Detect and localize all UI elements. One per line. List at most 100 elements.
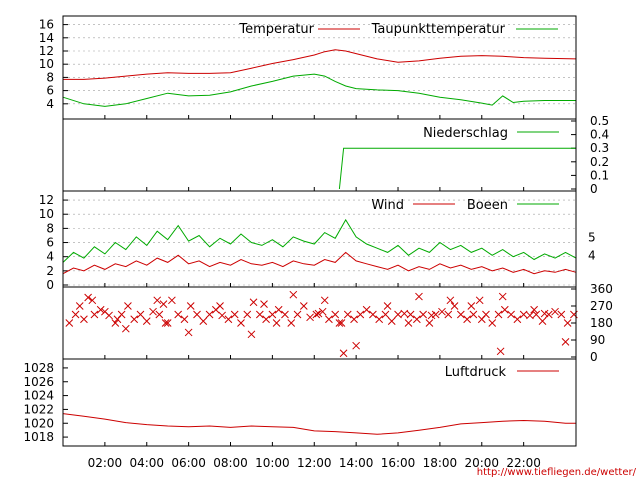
y-tick-label: 0 bbox=[590, 350, 598, 364]
wind-direction-marker bbox=[425, 319, 434, 327]
y-tick-label: 6 bbox=[46, 84, 54, 98]
wind-direction-marker bbox=[111, 319, 120, 327]
wind-direction-marker bbox=[314, 309, 323, 318]
wind-direction-marker bbox=[174, 310, 183, 319]
legend-label: Taupunkttemperatur bbox=[371, 22, 506, 37]
wind-direction-marker bbox=[80, 315, 88, 324]
wind-direction-marker bbox=[488, 319, 497, 327]
series-line-luftdruck bbox=[62, 413, 576, 435]
x-tick-label: 14:00 bbox=[339, 456, 374, 470]
wind-direction-marker bbox=[161, 319, 170, 327]
series-line-niederschlag bbox=[338, 147, 576, 190]
wind-direction-marker bbox=[369, 310, 377, 319]
wind-direction-marker bbox=[306, 313, 314, 322]
wind-direction-marker bbox=[419, 310, 428, 319]
x-tick-label: 18:00 bbox=[423, 456, 458, 470]
x-tick-label: 10:00 bbox=[255, 456, 290, 470]
wind-direction-marker bbox=[262, 315, 270, 324]
wind-direction-marker bbox=[526, 311, 534, 320]
y-tick-label: 4 bbox=[46, 97, 54, 111]
wind-direction-marker bbox=[561, 338, 570, 346]
wind-direction-marker bbox=[260, 300, 268, 308]
wind-direction-marker bbox=[124, 302, 132, 310]
wind-direction-marker bbox=[155, 310, 164, 319]
wind-direction-marker bbox=[356, 310, 365, 319]
wind-direction-marker bbox=[274, 305, 283, 314]
wind-direction-marker bbox=[168, 296, 176, 305]
wind-direction-marker bbox=[121, 324, 130, 333]
wind-direction-marker bbox=[281, 310, 289, 319]
wind-direction-marker bbox=[325, 315, 333, 324]
wind-direction-marker bbox=[71, 310, 80, 319]
wind-direction-marker bbox=[88, 296, 97, 305]
wind-direction-marker bbox=[318, 307, 327, 316]
wind-direction-marker bbox=[450, 302, 459, 310]
y-tick-label: 10 bbox=[39, 207, 54, 221]
series-line-boeen bbox=[62, 218, 577, 263]
wind-direction-marker bbox=[249, 298, 258, 307]
x-tick-label: 02:00 bbox=[88, 456, 123, 470]
wind-direction-marker bbox=[446, 296, 455, 305]
wind-direction-marker bbox=[404, 319, 413, 327]
wind-direction-marker bbox=[352, 341, 360, 350]
wind-direction-marker bbox=[557, 310, 566, 319]
wind-direction-marker bbox=[243, 310, 252, 319]
wind-direction-marker bbox=[293, 310, 302, 319]
y-tick-label: 2 bbox=[46, 264, 54, 278]
wind-direction-marker bbox=[205, 310, 214, 319]
wind-direction-marker bbox=[90, 310, 99, 319]
y-tick-label: 0.1 bbox=[590, 168, 609, 182]
wind-direction-marker bbox=[467, 302, 476, 310]
wind-direction-marker bbox=[427, 311, 436, 320]
legend-label: Temperatur bbox=[238, 22, 314, 37]
wind-direction-marker bbox=[237, 319, 245, 327]
panel-frame bbox=[62, 286, 577, 360]
wind-direction-marker bbox=[153, 296, 162, 305]
wind-direction-marker bbox=[65, 319, 74, 327]
wind-direction-marker bbox=[530, 305, 538, 314]
wind-direction-marker bbox=[519, 310, 528, 319]
wind-direction-marker bbox=[406, 310, 415, 319]
wind-direction-marker bbox=[299, 302, 308, 310]
y-tick-label: 180 bbox=[590, 316, 613, 330]
wind-direction-marker bbox=[159, 300, 168, 308]
wind-direction-marker bbox=[186, 302, 195, 310]
wind-direction-panel: 0 90 180 270 360 bbox=[62, 282, 613, 364]
wind-direction-marker bbox=[312, 310, 321, 319]
wind-direction-marker bbox=[320, 296, 329, 305]
wind-direction-marker bbox=[287, 319, 296, 327]
wind-direction-marker bbox=[218, 311, 226, 320]
wind-direction-marker bbox=[96, 305, 105, 314]
y-tick-label: 8 bbox=[46, 221, 54, 235]
y-tick-label: 1022 bbox=[23, 402, 54, 416]
legend-label: Wind bbox=[371, 198, 404, 213]
wind-direction-marker bbox=[289, 290, 298, 299]
wind-direction-marker bbox=[494, 310, 503, 319]
x-tick-label: 22:00 bbox=[506, 456, 541, 470]
y-tick-label: 0.3 bbox=[590, 141, 609, 155]
wind-direction-marker bbox=[84, 293, 92, 302]
y-tick-label: 0 bbox=[46, 278, 54, 292]
legend-label: Luftdruck bbox=[445, 365, 507, 380]
wind-direction-marker bbox=[400, 309, 409, 318]
y-tick-label: 8 bbox=[46, 70, 54, 84]
wind-direction-marker bbox=[184, 328, 193, 337]
wind-direction-marker bbox=[563, 319, 572, 327]
y-tick-label: 16 bbox=[39, 18, 54, 32]
wind-direction-marker bbox=[180, 315, 189, 324]
credit-link[interactable]: http://www.tiefliegen.de/wetter/ bbox=[477, 467, 637, 478]
wind-direction-marker bbox=[500, 305, 509, 314]
wind-direction-marker bbox=[513, 315, 522, 324]
wind-direction-marker bbox=[507, 310, 515, 319]
wind-direction-marker bbox=[381, 310, 390, 319]
x-tick-label: 20:00 bbox=[464, 456, 499, 470]
wind-direction-marker bbox=[230, 310, 239, 319]
wind-direction-marker bbox=[415, 292, 423, 301]
series-line-temperatur bbox=[63, 49, 577, 80]
y-tick-label: 270 bbox=[590, 299, 613, 313]
legend-label: Boeen bbox=[467, 198, 508, 213]
y-tick-label: 1018 bbox=[23, 430, 54, 444]
